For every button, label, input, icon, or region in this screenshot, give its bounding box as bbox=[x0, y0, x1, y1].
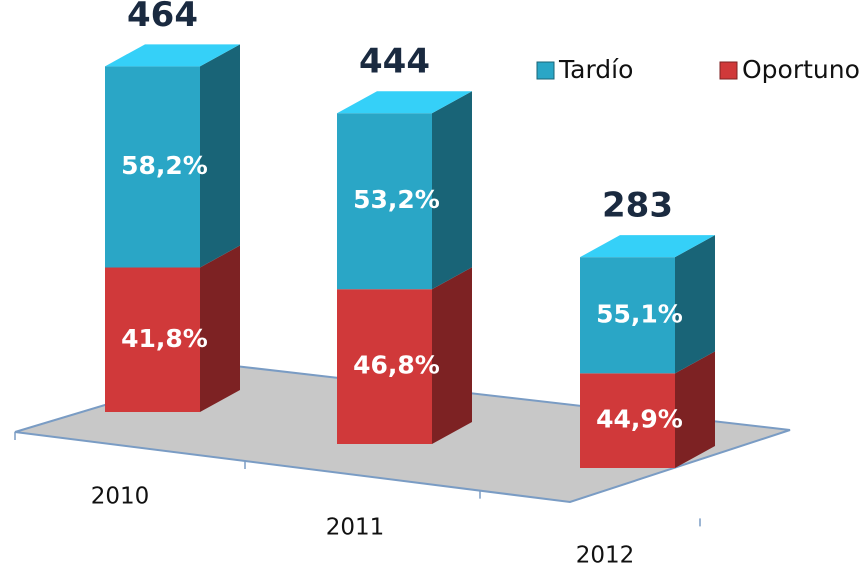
bar-side bbox=[200, 245, 240, 412]
x-tick-label: 2011 bbox=[326, 515, 385, 541]
data-label: 44,9% bbox=[596, 405, 683, 434]
bar-segment bbox=[580, 257, 675, 374]
legend-label: Tardío bbox=[558, 55, 633, 84]
total-label: 444 bbox=[359, 42, 430, 82]
legend-swatch bbox=[536, 61, 555, 80]
bar-side bbox=[675, 351, 715, 468]
data-label: 58,2% bbox=[121, 151, 208, 180]
legend-label: Oportuno bbox=[742, 55, 860, 84]
bar-side bbox=[675, 235, 715, 374]
data-label: 46,8% bbox=[353, 351, 440, 380]
bar-side bbox=[200, 44, 240, 268]
total-label: 464 bbox=[127, 0, 198, 35]
bar-top bbox=[580, 235, 715, 258]
data-label: 41,8% bbox=[121, 324, 208, 353]
bar-top bbox=[105, 44, 240, 67]
bar-side bbox=[432, 267, 472, 444]
legend-swatch bbox=[719, 61, 738, 80]
data-label: 53,2% bbox=[353, 185, 440, 214]
bar-side bbox=[432, 91, 472, 290]
bar-segment bbox=[580, 373, 675, 468]
total-label: 283 bbox=[602, 186, 673, 226]
bar-top bbox=[337, 91, 472, 114]
bar-segment bbox=[337, 113, 432, 290]
x-tick-label: 2012 bbox=[576, 543, 635, 569]
bar-segment bbox=[105, 66, 200, 268]
x-tick-label: 2010 bbox=[91, 484, 150, 510]
bar-segment bbox=[337, 289, 432, 444]
bar-segment bbox=[105, 267, 200, 412]
data-label: 55,1% bbox=[596, 299, 683, 328]
